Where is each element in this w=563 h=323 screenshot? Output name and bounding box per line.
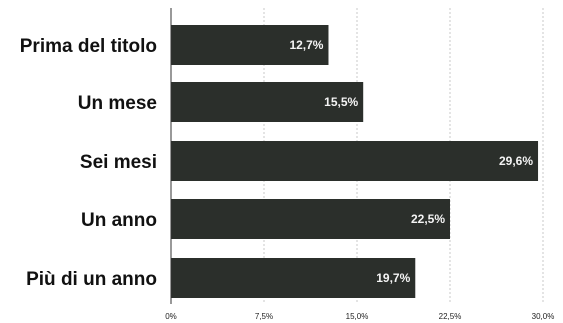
bar [171,258,416,298]
x-tick-label: 7,5% [255,312,273,321]
bar [171,199,450,239]
bar [171,25,329,65]
x-tick-label: 30,0% [532,312,555,321]
bar [171,82,364,122]
x-tick-label: 15,0% [346,312,369,321]
bar-value-label: 15,5% [324,95,358,109]
bar [171,141,539,181]
bar-value-label: 29,6% [499,154,533,168]
bar-value-label: 19,7% [376,271,410,285]
category-label: Sei mesi [80,152,157,173]
x-tick-labels: 0% 7,5% 15,0% 22,5% 30,0% [165,312,554,321]
category-labels: Prima del titolo Un mese Sei mesi Un anno Pi… [20,36,157,290]
category-label: Un anno [81,210,157,231]
category-label: Un mese [78,93,157,114]
bar-value-label: 22,5% [411,212,445,226]
bars: 12,7% 15,5% 29,6% 22,5% 19,7% [171,25,539,298]
category-label: Prima del titolo [20,36,157,57]
category-label: Più di un anno [26,269,157,290]
x-tick-label: 22,5% [439,312,462,321]
x-tick-label: 0% [165,312,177,321]
bar-value-label: 12,7% [289,38,323,52]
